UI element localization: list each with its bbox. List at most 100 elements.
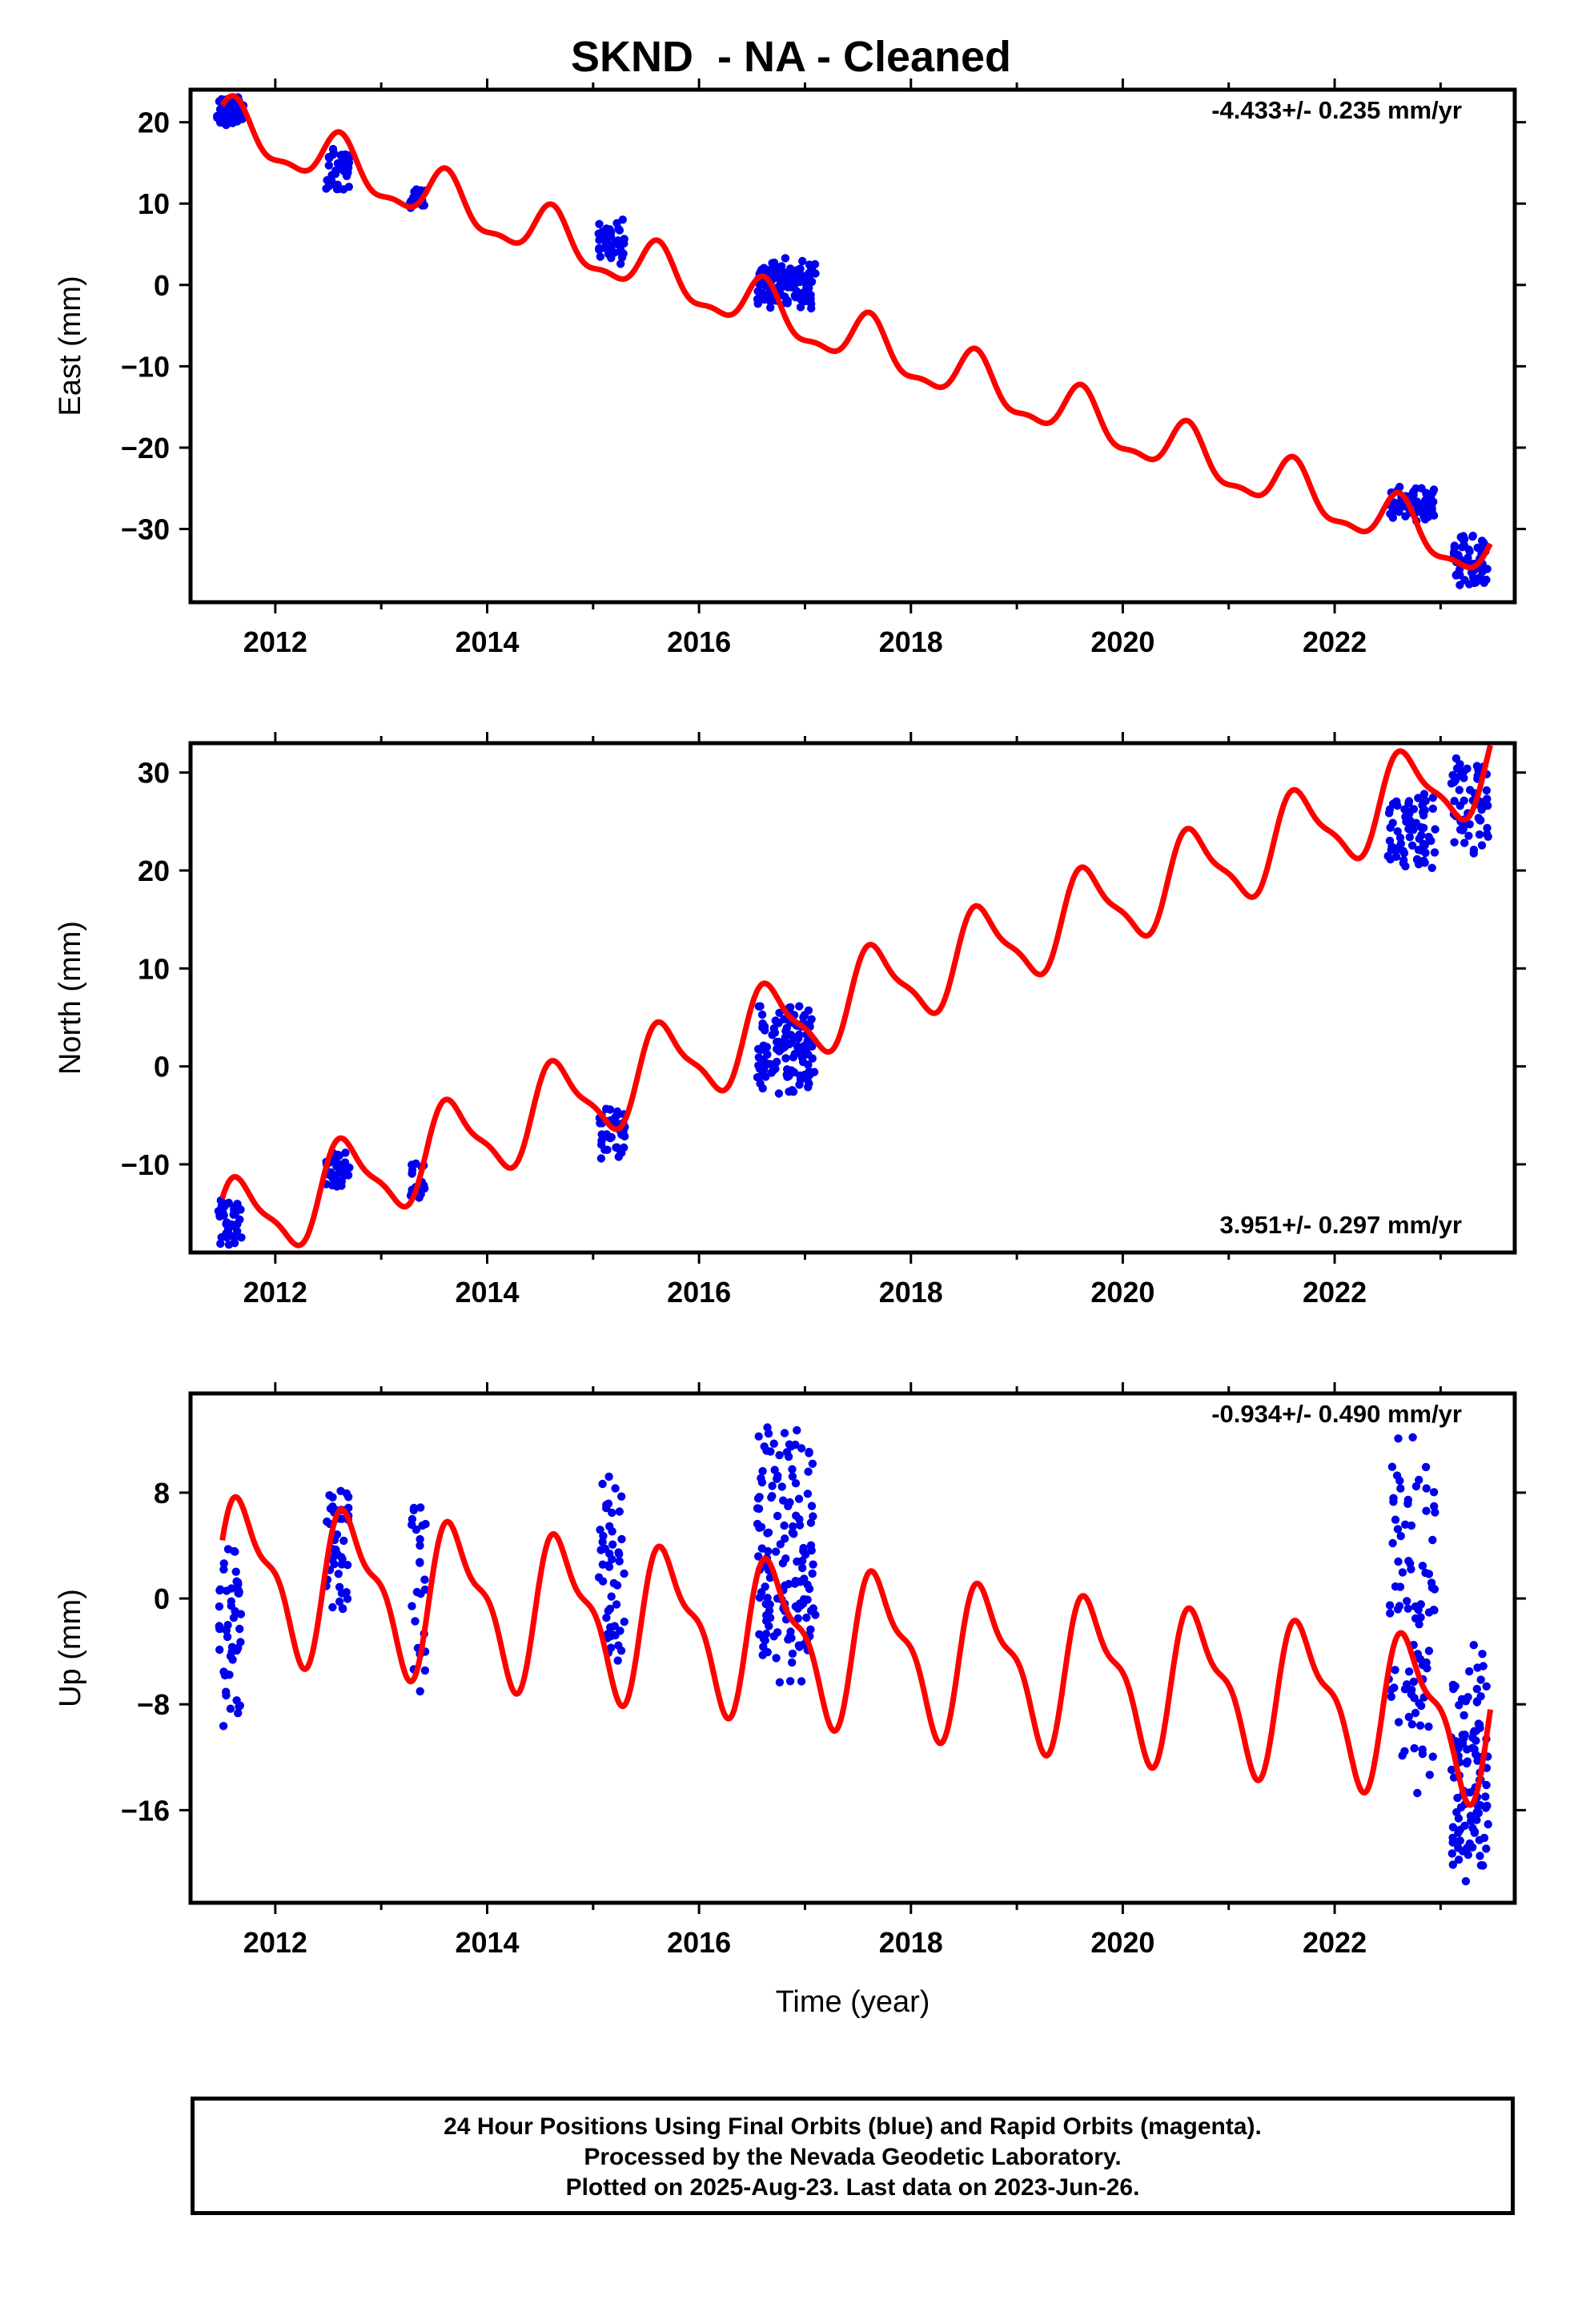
data-point <box>782 1448 792 1457</box>
data-point <box>215 1586 224 1595</box>
data-point <box>783 299 792 308</box>
data-point <box>602 1501 611 1510</box>
data-point <box>599 1531 608 1541</box>
data-point <box>788 1658 797 1667</box>
x-tick-label: 2014 <box>455 1276 519 1309</box>
data-point <box>1419 823 1428 833</box>
data-point <box>617 1492 626 1501</box>
data-point <box>785 1632 794 1642</box>
data-point <box>798 1563 807 1573</box>
data-point <box>1421 1462 1431 1472</box>
data-point <box>1394 1557 1403 1566</box>
data-point <box>777 1044 786 1054</box>
data-point <box>769 1632 778 1641</box>
data-point <box>801 1550 810 1559</box>
data-point <box>412 1525 421 1534</box>
data-point <box>757 265 766 274</box>
data-point <box>806 1541 816 1550</box>
data-point <box>1469 1728 1478 1737</box>
y-axis-label: East (mm) <box>54 275 87 416</box>
data-point <box>797 1444 806 1453</box>
data-point <box>339 185 348 194</box>
data-point <box>608 1527 616 1536</box>
data-point <box>763 1050 772 1059</box>
data-point <box>788 1528 797 1537</box>
y-tick-label: −8 <box>137 1688 170 1721</box>
data-point <box>1405 833 1415 842</box>
y-axis-label: North (mm) <box>54 921 87 1075</box>
data-point <box>1472 1815 1481 1824</box>
x-tick-label: 2014 <box>455 1926 519 1959</box>
data-point <box>776 277 785 286</box>
data-point <box>1465 547 1474 556</box>
data-point <box>1450 797 1459 806</box>
data-point <box>1408 1433 1417 1442</box>
data-point <box>1407 1521 1416 1530</box>
data-point <box>1414 794 1423 802</box>
data-point <box>416 1558 424 1567</box>
data-point <box>774 1037 783 1047</box>
data-point <box>612 1581 622 1590</box>
data-point <box>1387 1462 1397 1471</box>
data-point <box>1431 1508 1439 1517</box>
data-point <box>763 1647 772 1657</box>
data-point <box>1429 1488 1439 1497</box>
data-point <box>594 229 603 238</box>
data-point <box>615 1507 624 1516</box>
data-point <box>1418 1562 1427 1570</box>
data-point <box>324 182 333 191</box>
data-point <box>617 1534 626 1544</box>
data-point <box>231 1204 240 1213</box>
data-point <box>1386 1609 1395 1618</box>
data-point <box>598 1479 607 1489</box>
data-point <box>1385 805 1395 814</box>
data-point <box>1482 1844 1491 1853</box>
data-point <box>1407 1690 1416 1699</box>
footer-line-2: Processed by the Nevada Geodetic Laborat… <box>584 2144 1122 2170</box>
data-point <box>799 1013 808 1022</box>
data-point <box>1479 1861 1488 1870</box>
data-point <box>1428 804 1438 813</box>
data-point <box>221 119 230 129</box>
data-point <box>1392 1471 1402 1480</box>
data-point <box>1410 1743 1419 1753</box>
data-point <box>782 1070 792 1079</box>
data-point <box>236 1610 246 1618</box>
data-point <box>1477 537 1487 545</box>
data-point <box>1422 1506 1431 1515</box>
data-point <box>788 1472 797 1481</box>
data-point <box>1392 797 1401 806</box>
data-point <box>1420 504 1430 513</box>
data-point <box>611 239 620 247</box>
panel-1: 2012 2014 2016 2018 2020 2022 20 10 0 −10 −20 −30 Ea… <box>54 78 1526 658</box>
data-point <box>781 1534 789 1543</box>
data-point <box>1413 1788 1422 1798</box>
data-point <box>794 1494 804 1503</box>
data-point <box>336 1486 345 1496</box>
data-point <box>808 1459 817 1469</box>
data-point <box>598 1538 607 1546</box>
data-point <box>1456 1825 1464 1834</box>
data-point <box>797 1677 806 1686</box>
data-point <box>803 1490 813 1498</box>
x-tick-label: 2018 <box>879 625 943 658</box>
data-point <box>596 1154 606 1163</box>
data-point <box>1395 1602 1404 1610</box>
data-point <box>754 1552 763 1561</box>
data-point <box>1447 1849 1457 1858</box>
data-point <box>1394 1434 1403 1443</box>
data-point <box>219 1667 228 1676</box>
data-point <box>325 154 334 163</box>
data-point <box>1483 823 1492 833</box>
data-point <box>1419 790 1429 798</box>
data-point <box>755 1493 764 1502</box>
footer-line-1: 24 Hour Positions Using Final Orbits (bl… <box>444 2113 1262 2140</box>
data-point <box>219 1565 228 1574</box>
x-tick-label: 2022 <box>1303 625 1367 658</box>
data-point <box>1394 1718 1403 1727</box>
data-point <box>336 1164 345 1174</box>
data-point <box>789 1053 798 1062</box>
data-point <box>797 1601 805 1610</box>
data-point <box>237 1233 246 1242</box>
data-point <box>1456 825 1465 834</box>
